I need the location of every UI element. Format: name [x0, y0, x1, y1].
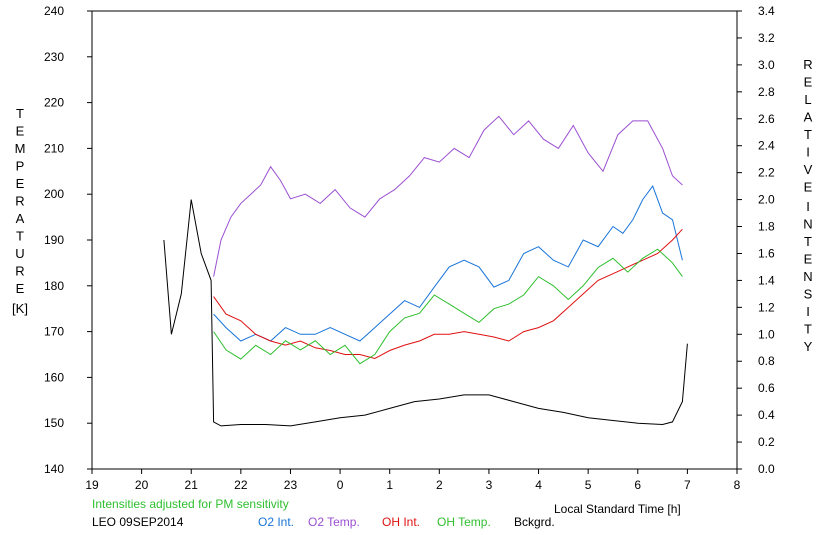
y-right-title-letter: T: [804, 234, 812, 249]
y-left-tick-label: 160: [44, 370, 64, 384]
y-right-tick-label: 0.8: [758, 354, 775, 368]
y-left-title-letter: E: [16, 176, 25, 191]
x-tick-label: 3: [486, 478, 493, 492]
y-left-tick-label: 220: [44, 96, 64, 110]
y-right-tick-label: 1.2: [758, 300, 775, 314]
y-right-tick-label: 3.4: [758, 4, 775, 18]
y-left-title-letter: U: [15, 246, 24, 261]
x-tick-label: 8: [734, 478, 741, 492]
y-right-title-letter: I: [806, 145, 810, 160]
y-right-tick-label: 1.8: [758, 220, 775, 234]
y-right-title-letter: R: [803, 57, 812, 72]
y-right-tick-label: 0.6: [758, 381, 775, 395]
y-left-tick-label: 210: [44, 141, 64, 155]
y-right-tick-label: 3.0: [758, 58, 775, 72]
y-right-tick-label: 1.6: [758, 246, 775, 260]
y-right-tick-label: 2.2: [758, 166, 775, 180]
y-left-title-letter: R: [15, 264, 24, 279]
legend-item: OH Int.: [382, 515, 420, 529]
station-date: LEO 09SEP2014: [92, 515, 184, 529]
x-tick-label: 5: [585, 478, 592, 492]
x-tick-label: 22: [234, 478, 248, 492]
x-tick-label: 1: [386, 478, 393, 492]
legend-item: O2 Int.: [258, 515, 294, 529]
series-layer: [163, 115, 688, 427]
y-right-title-letter: N: [803, 217, 812, 232]
x-tick-label: 19: [85, 478, 99, 492]
legend: O2 Int. O2 Temp. OH Int. OH Temp. Bckgrd.: [258, 515, 555, 529]
x-tick-label: 20: [135, 478, 149, 492]
x-tick-label: 2: [436, 478, 443, 492]
y-left-title-letter: E: [16, 124, 25, 139]
y-right-title-letter: V: [804, 162, 813, 177]
y-left-tick-label: 180: [44, 279, 64, 293]
series-line-bckgrd: [163, 199, 688, 427]
y-left-title-letter: M: [15, 141, 26, 156]
series-line-oh-temp: [213, 248, 683, 365]
y-left-tick-label: 170: [44, 325, 64, 339]
y-right-tick-label: 2.6: [758, 112, 775, 126]
note-text: Intensities adjusted for PM sensitivity: [92, 497, 289, 511]
x-tick-label: 7: [684, 478, 691, 492]
y-left-unit: [K]: [12, 301, 28, 316]
y-right-tick-label: 2.8: [758, 85, 775, 99]
y-right-title-letter: T: [804, 127, 812, 142]
y-left-title-letter: A: [16, 211, 25, 226]
y-right-title-letter: I: [806, 304, 810, 319]
x-tick-label: 23: [284, 478, 298, 492]
y-left-tick-label: 240: [44, 4, 64, 18]
y-left-title-letter: E: [16, 281, 25, 296]
series-line-oh-int: [213, 228, 683, 360]
y-right-tick-label: 3.2: [758, 31, 775, 45]
y-right-title-letter: N: [803, 269, 812, 284]
series-line-o2-temp: [213, 115, 683, 277]
y-right-title-letter: E: [804, 75, 813, 90]
y-left-tick-label: 150: [44, 416, 64, 430]
y-right-tick-label: 1.0: [758, 327, 775, 341]
series-line-o2-int: [213, 185, 683, 342]
y-right-tick-label: 0.0: [758, 462, 775, 476]
y-right-title-letter: T: [804, 322, 812, 337]
y-right-tick-label: 2.0: [758, 193, 775, 207]
y-right-tick-label: 1.4: [758, 273, 775, 287]
y-left-tick-label: 140: [44, 462, 64, 476]
y-right-title-letter: Y: [804, 339, 813, 354]
legend-item: OH Temp.: [437, 515, 491, 529]
y-right-title-letter: L: [804, 92, 811, 107]
y-left-title-letter: T: [16, 229, 24, 244]
y-right-title-letter: I: [806, 199, 810, 214]
y-right-title-letter: A: [804, 110, 813, 125]
plot-frame: [91, 10, 738, 470]
y-right-tick-label: 2.4: [758, 139, 775, 153]
y-left-title-letter: R: [15, 194, 24, 209]
y-right-tick-label: 0.4: [758, 408, 775, 422]
y-left-tick-label: 190: [44, 233, 64, 247]
y-axis-left: 140 150 160 170 180 190 200 210 220 230 240: [44, 4, 92, 476]
y-right-title-letter: E: [804, 252, 813, 267]
y-right-tick-label: 0.2: [758, 435, 775, 449]
x-tick-label: 21: [185, 478, 199, 492]
y-right-title-letter: E: [804, 180, 813, 195]
legend-item: Bckgrd.: [514, 515, 555, 529]
x-tick-label: 4: [535, 478, 542, 492]
x-tick-label: 6: [634, 478, 641, 492]
y-right-title-letter: S: [804, 287, 813, 302]
y-left-tick-label: 200: [44, 187, 64, 201]
y-left-title-letter: T: [16, 106, 24, 121]
x-tick-label: 0: [337, 478, 344, 492]
x-axis-title: Local Standard Time [h]: [554, 502, 681, 516]
y-axis-right: 0.0 0.2 0.4 0.6 0.8 1.0 1.2 1.4 1.6 1.8 2.0 2.2 2.4 2…: [737, 4, 775, 476]
x-axis: 19 20 21 22 23 0 1 2 3 4 5 6 7 8: [85, 469, 741, 492]
y-left-title-letter: P: [16, 159, 25, 174]
y-left-tick-label: 230: [44, 50, 64, 64]
legend-item: O2 Temp.: [308, 515, 360, 529]
